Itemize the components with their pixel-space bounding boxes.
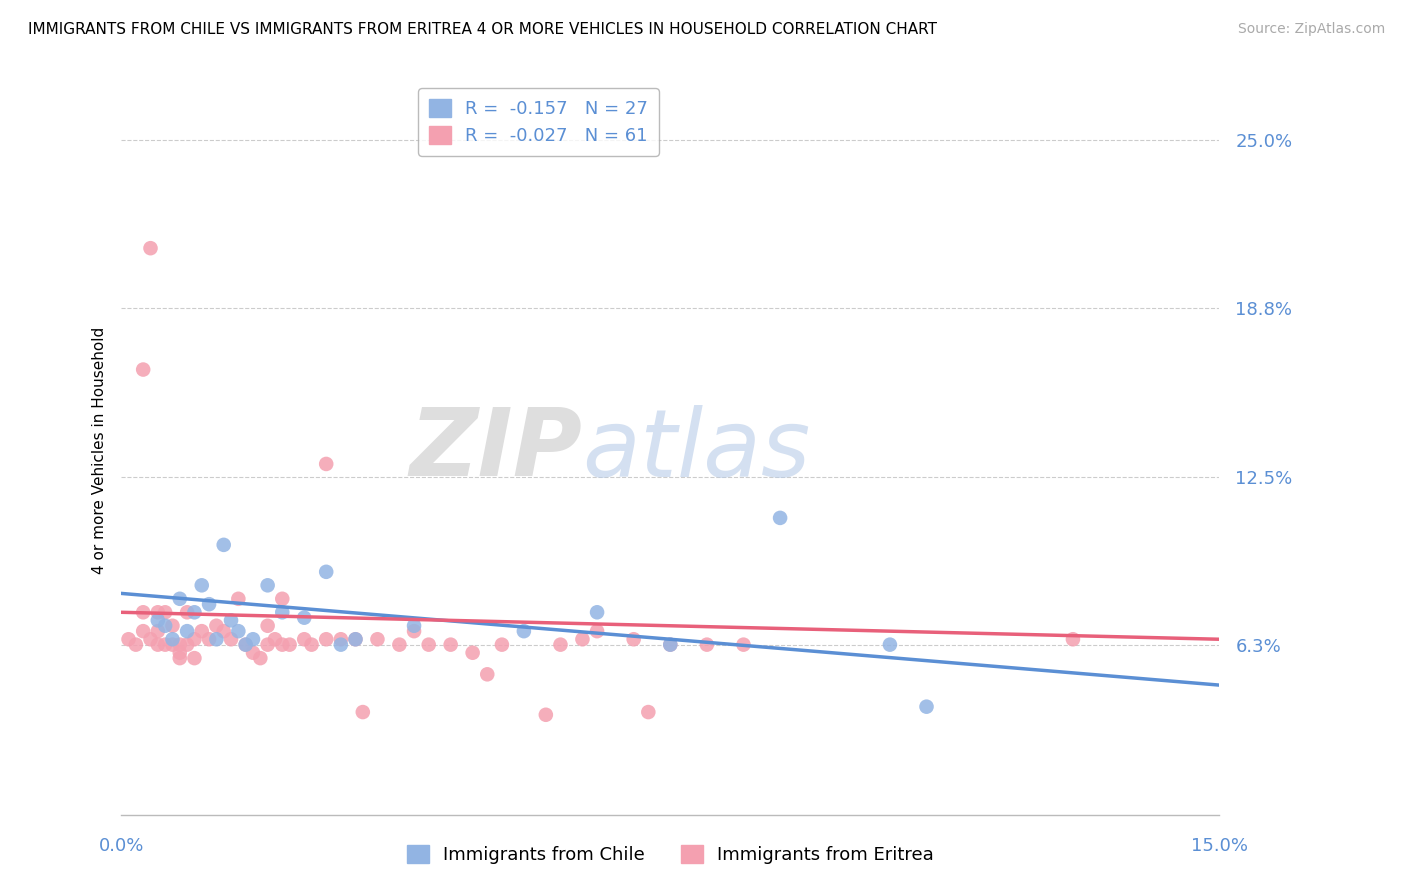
Point [146,605,169,619]
Point [198,632,221,647]
Legend: Immigrants from Chile, Immigrants from Eritrea: Immigrants from Chile, Immigrants from E… [399,838,941,871]
Point [205,632,228,647]
Point [132,624,155,639]
Point [352,705,374,719]
Point [117,632,139,647]
Point [139,241,162,255]
Text: ZIP: ZIP [409,404,582,497]
Point [402,619,425,633]
Point [219,613,242,627]
Point [769,511,792,525]
Point [146,638,169,652]
Point [183,651,205,665]
Point [146,613,169,627]
Point [329,638,352,652]
Point [637,705,659,719]
Point [586,624,609,639]
Point [125,638,148,652]
Point [1062,632,1084,647]
Point [242,632,264,647]
Text: 0.0%: 0.0% [98,837,143,855]
Point [183,605,205,619]
Point [366,632,388,647]
Point [344,632,367,647]
Point [477,667,499,681]
Text: IMMIGRANTS FROM CHILE VS IMMIGRANTS FROM ERITREA 4 OR MORE VEHICLES IN HOUSEHOLD: IMMIGRANTS FROM CHILE VS IMMIGRANTS FROM… [28,22,938,37]
Point [301,638,323,652]
Point [153,638,176,652]
Point [256,638,278,652]
Text: Source: ZipAtlas.com: Source: ZipAtlas.com [1237,22,1385,37]
Point [176,605,198,619]
Point [915,699,938,714]
Point [176,638,198,652]
Point [169,638,191,652]
Point [623,632,645,647]
Point [491,638,513,652]
Point [659,638,682,652]
Point [228,591,250,606]
Point [513,624,536,639]
Point [153,619,176,633]
Point [879,638,901,652]
Point [534,707,557,722]
Point [402,624,425,639]
Point [242,646,264,660]
Point [183,632,205,647]
Point [219,632,242,647]
Point [264,632,287,647]
Point [198,597,221,611]
Point [696,638,718,652]
Point [153,605,176,619]
Point [235,638,257,652]
Point [190,624,212,639]
Point [461,646,484,660]
Point [278,638,301,652]
Point [256,578,278,592]
Point [659,638,682,652]
Point [586,605,609,619]
Point [169,591,191,606]
Point [315,565,337,579]
Point [271,605,294,619]
Point [550,638,572,652]
Point [249,651,271,665]
Point [418,638,440,652]
Point [169,646,191,660]
Point [315,457,337,471]
Point [190,578,212,592]
Point [235,638,257,652]
Point [388,638,411,652]
Point [315,632,337,647]
Point [292,632,315,647]
Text: 15.0%: 15.0% [1191,837,1249,855]
Point [146,624,169,639]
Point [162,632,184,647]
Point [271,591,294,606]
Point [440,638,463,652]
Point [271,638,294,652]
Point [169,651,191,665]
Point [228,624,250,639]
Text: atlas: atlas [582,405,811,496]
Y-axis label: 4 or more Vehicles in Household: 4 or more Vehicles in Household [93,326,107,574]
Point [256,619,278,633]
Point [344,632,367,647]
Point [292,610,315,624]
Point [139,632,162,647]
Point [205,619,228,633]
Point [212,538,235,552]
Point [162,638,184,652]
Point [132,605,155,619]
Point [571,632,593,647]
Point [162,619,184,633]
Point [212,624,235,639]
Point [176,624,198,639]
Point [132,362,155,376]
Point [733,638,755,652]
Point [329,632,352,647]
